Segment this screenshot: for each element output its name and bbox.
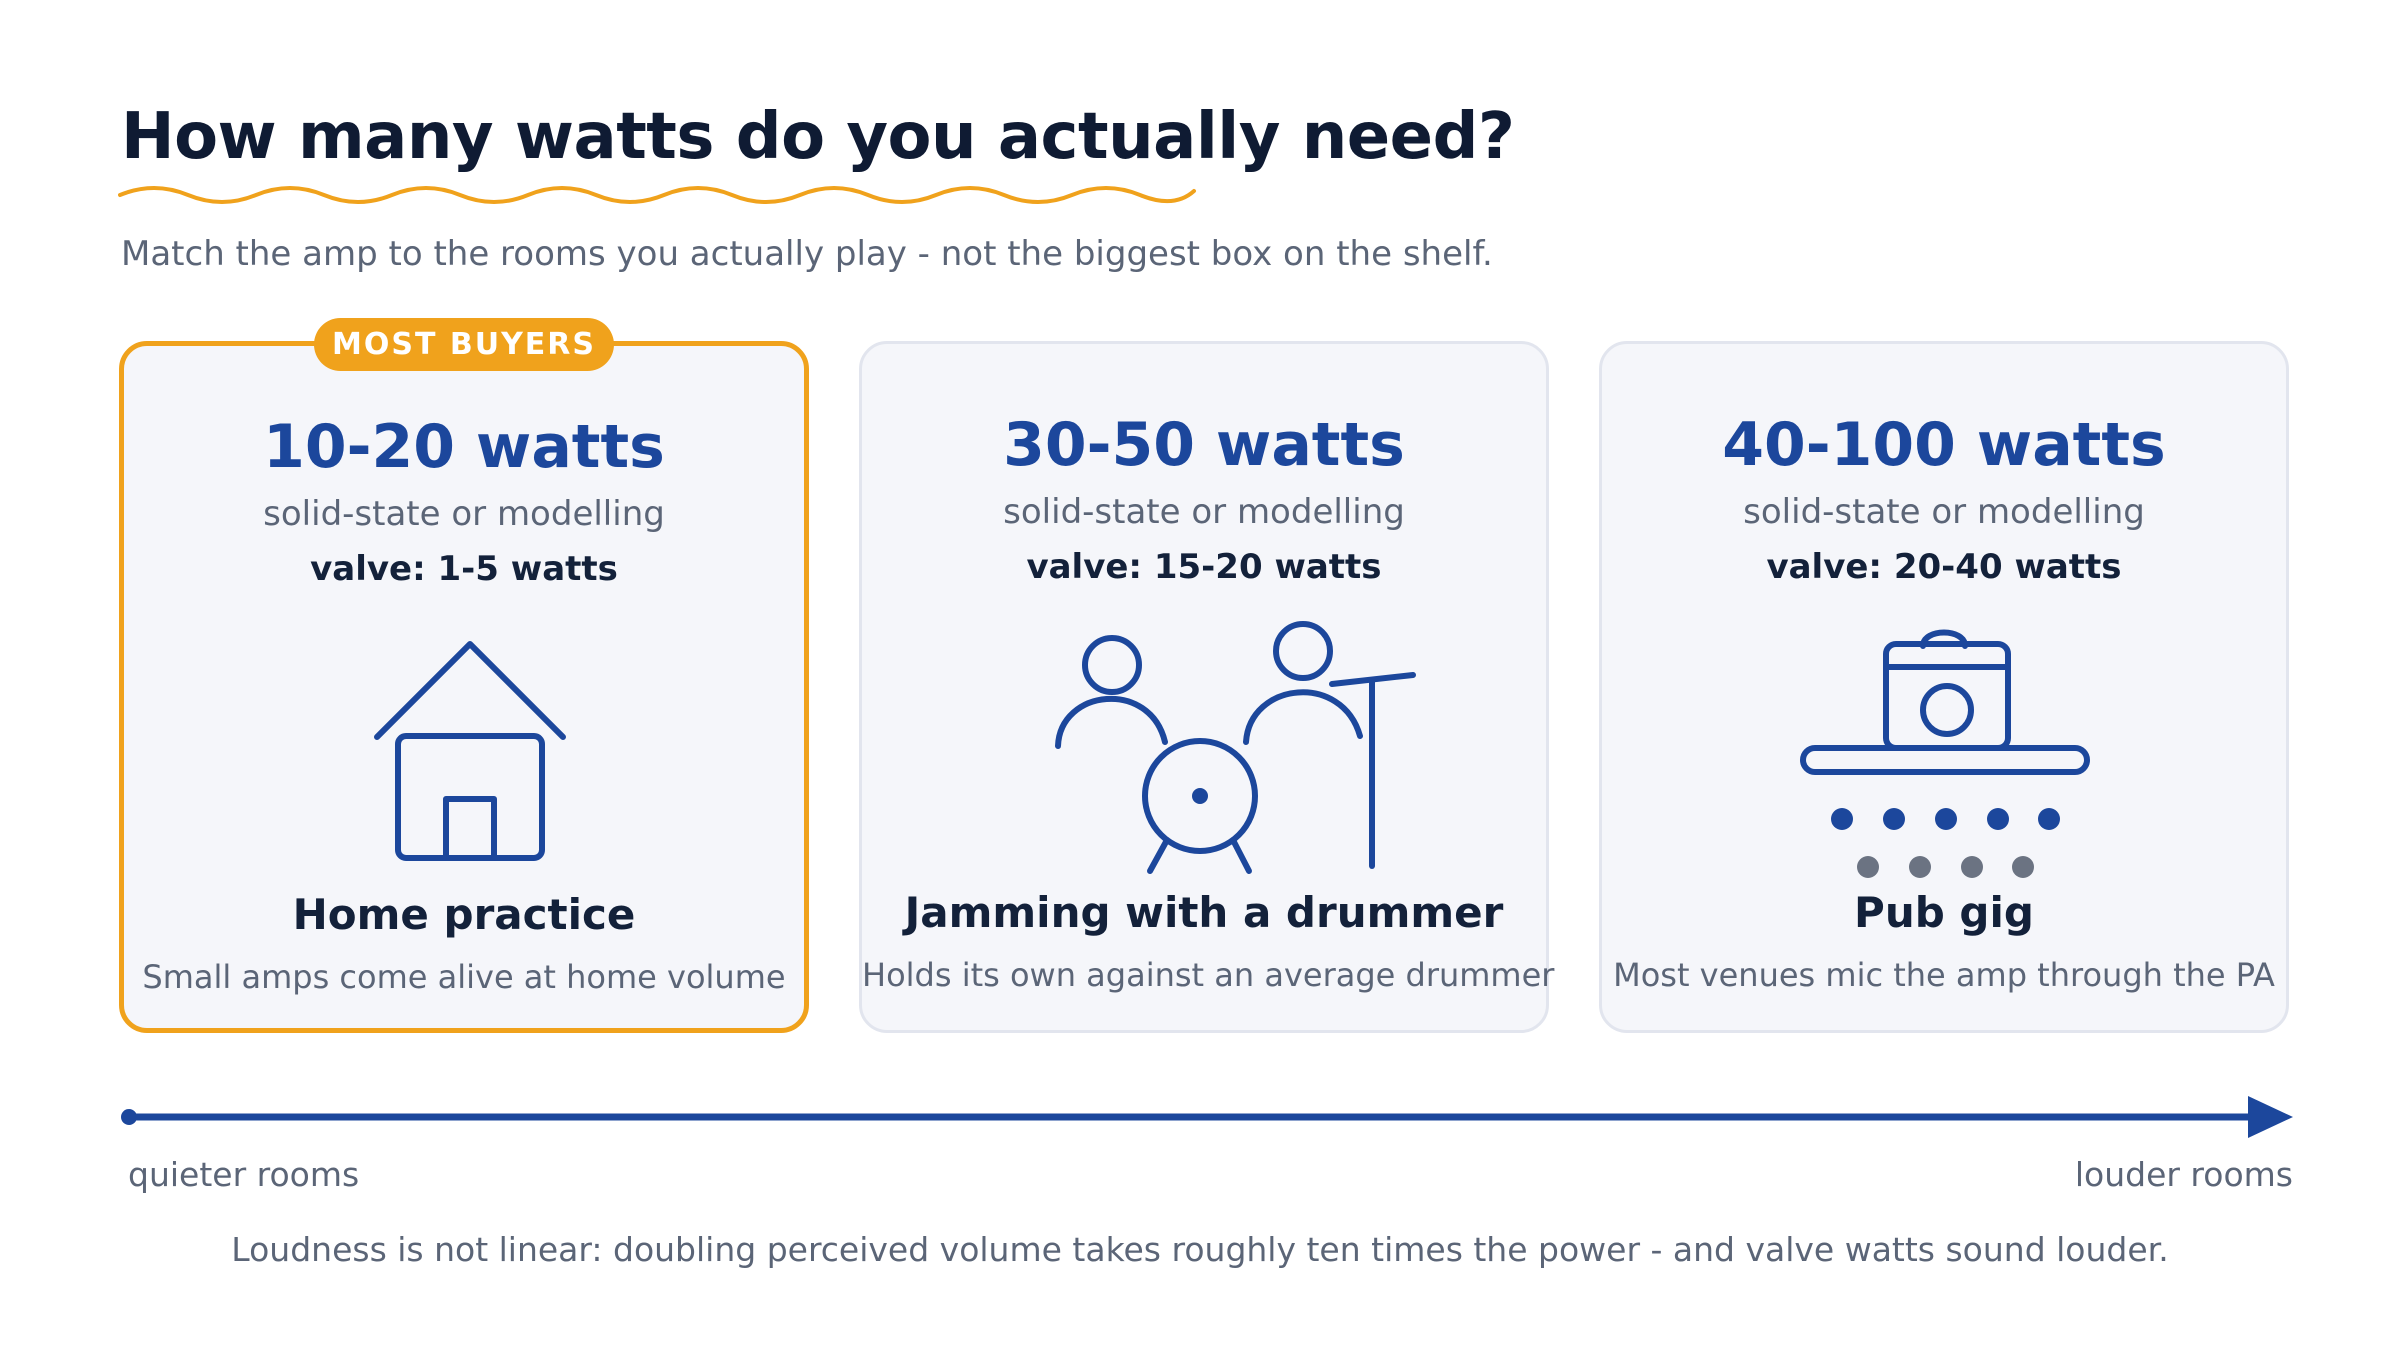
house-icon xyxy=(374,641,566,861)
use-case-name: Pub gig xyxy=(1854,888,2034,937)
valve-watts: valve: 1-5 watts xyxy=(310,549,618,589)
title-underline-wave xyxy=(118,186,1196,204)
amp-type: solid-state or modelling xyxy=(263,494,665,534)
page-title: How many watts do you actually need? xyxy=(121,100,1515,174)
quieter-rooms-label: quieter rooms xyxy=(128,1155,360,1194)
valve-watts: valve: 20-40 watts xyxy=(1766,547,2122,587)
card-pub-gig: 40-100 watts solid-state or modelling va… xyxy=(1599,341,2289,1033)
use-case-description: Small amps come alive at home volume xyxy=(142,958,786,996)
page-subtitle: Match the amp to the rooms you actually … xyxy=(121,234,1493,274)
footnote: Loudness is not linear: doubling perceiv… xyxy=(231,1230,2169,1269)
use-case-description: Most venues mic the amp through the PA xyxy=(1613,956,2275,994)
watts-range: 30-50 watts xyxy=(1003,410,1405,480)
band-jam-icon xyxy=(1055,621,1416,874)
amp-type: solid-state or modelling xyxy=(1003,492,1405,532)
valve-watts: valve: 15-20 watts xyxy=(1026,547,1382,587)
use-case-name: Jamming with a drummer xyxy=(904,888,1504,937)
amp-type: solid-state or modelling xyxy=(1743,492,2145,532)
amp-on-stage-icon xyxy=(1800,629,2090,878)
card-jamming: 30-50 watts solid-state or modelling val… xyxy=(859,341,1555,1033)
watts-range: 40-100 watts xyxy=(1722,410,2166,480)
most-buyers-badge: MOST BUYERS xyxy=(313,318,615,371)
card-home-practice: MOST BUYERS 10-20 watts solid-state or m… xyxy=(119,318,809,1033)
watts-range: 10-20 watts xyxy=(263,412,665,482)
louder-rooms-label: louder rooms xyxy=(2074,1155,2293,1194)
use-case-name: Home practice xyxy=(292,890,636,939)
use-case-description: Holds its own against an average drummer xyxy=(862,956,1555,994)
